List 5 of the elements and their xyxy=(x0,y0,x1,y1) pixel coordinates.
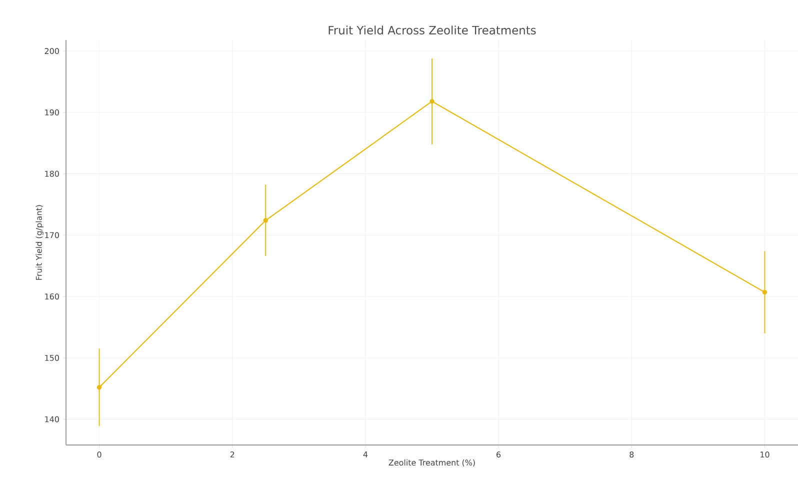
point xyxy=(96,384,102,390)
point xyxy=(762,290,768,295)
point xyxy=(430,99,434,104)
chart-title: Fruit Yield Across Zeolite Treatments xyxy=(328,26,536,34)
point xyxy=(263,218,268,223)
